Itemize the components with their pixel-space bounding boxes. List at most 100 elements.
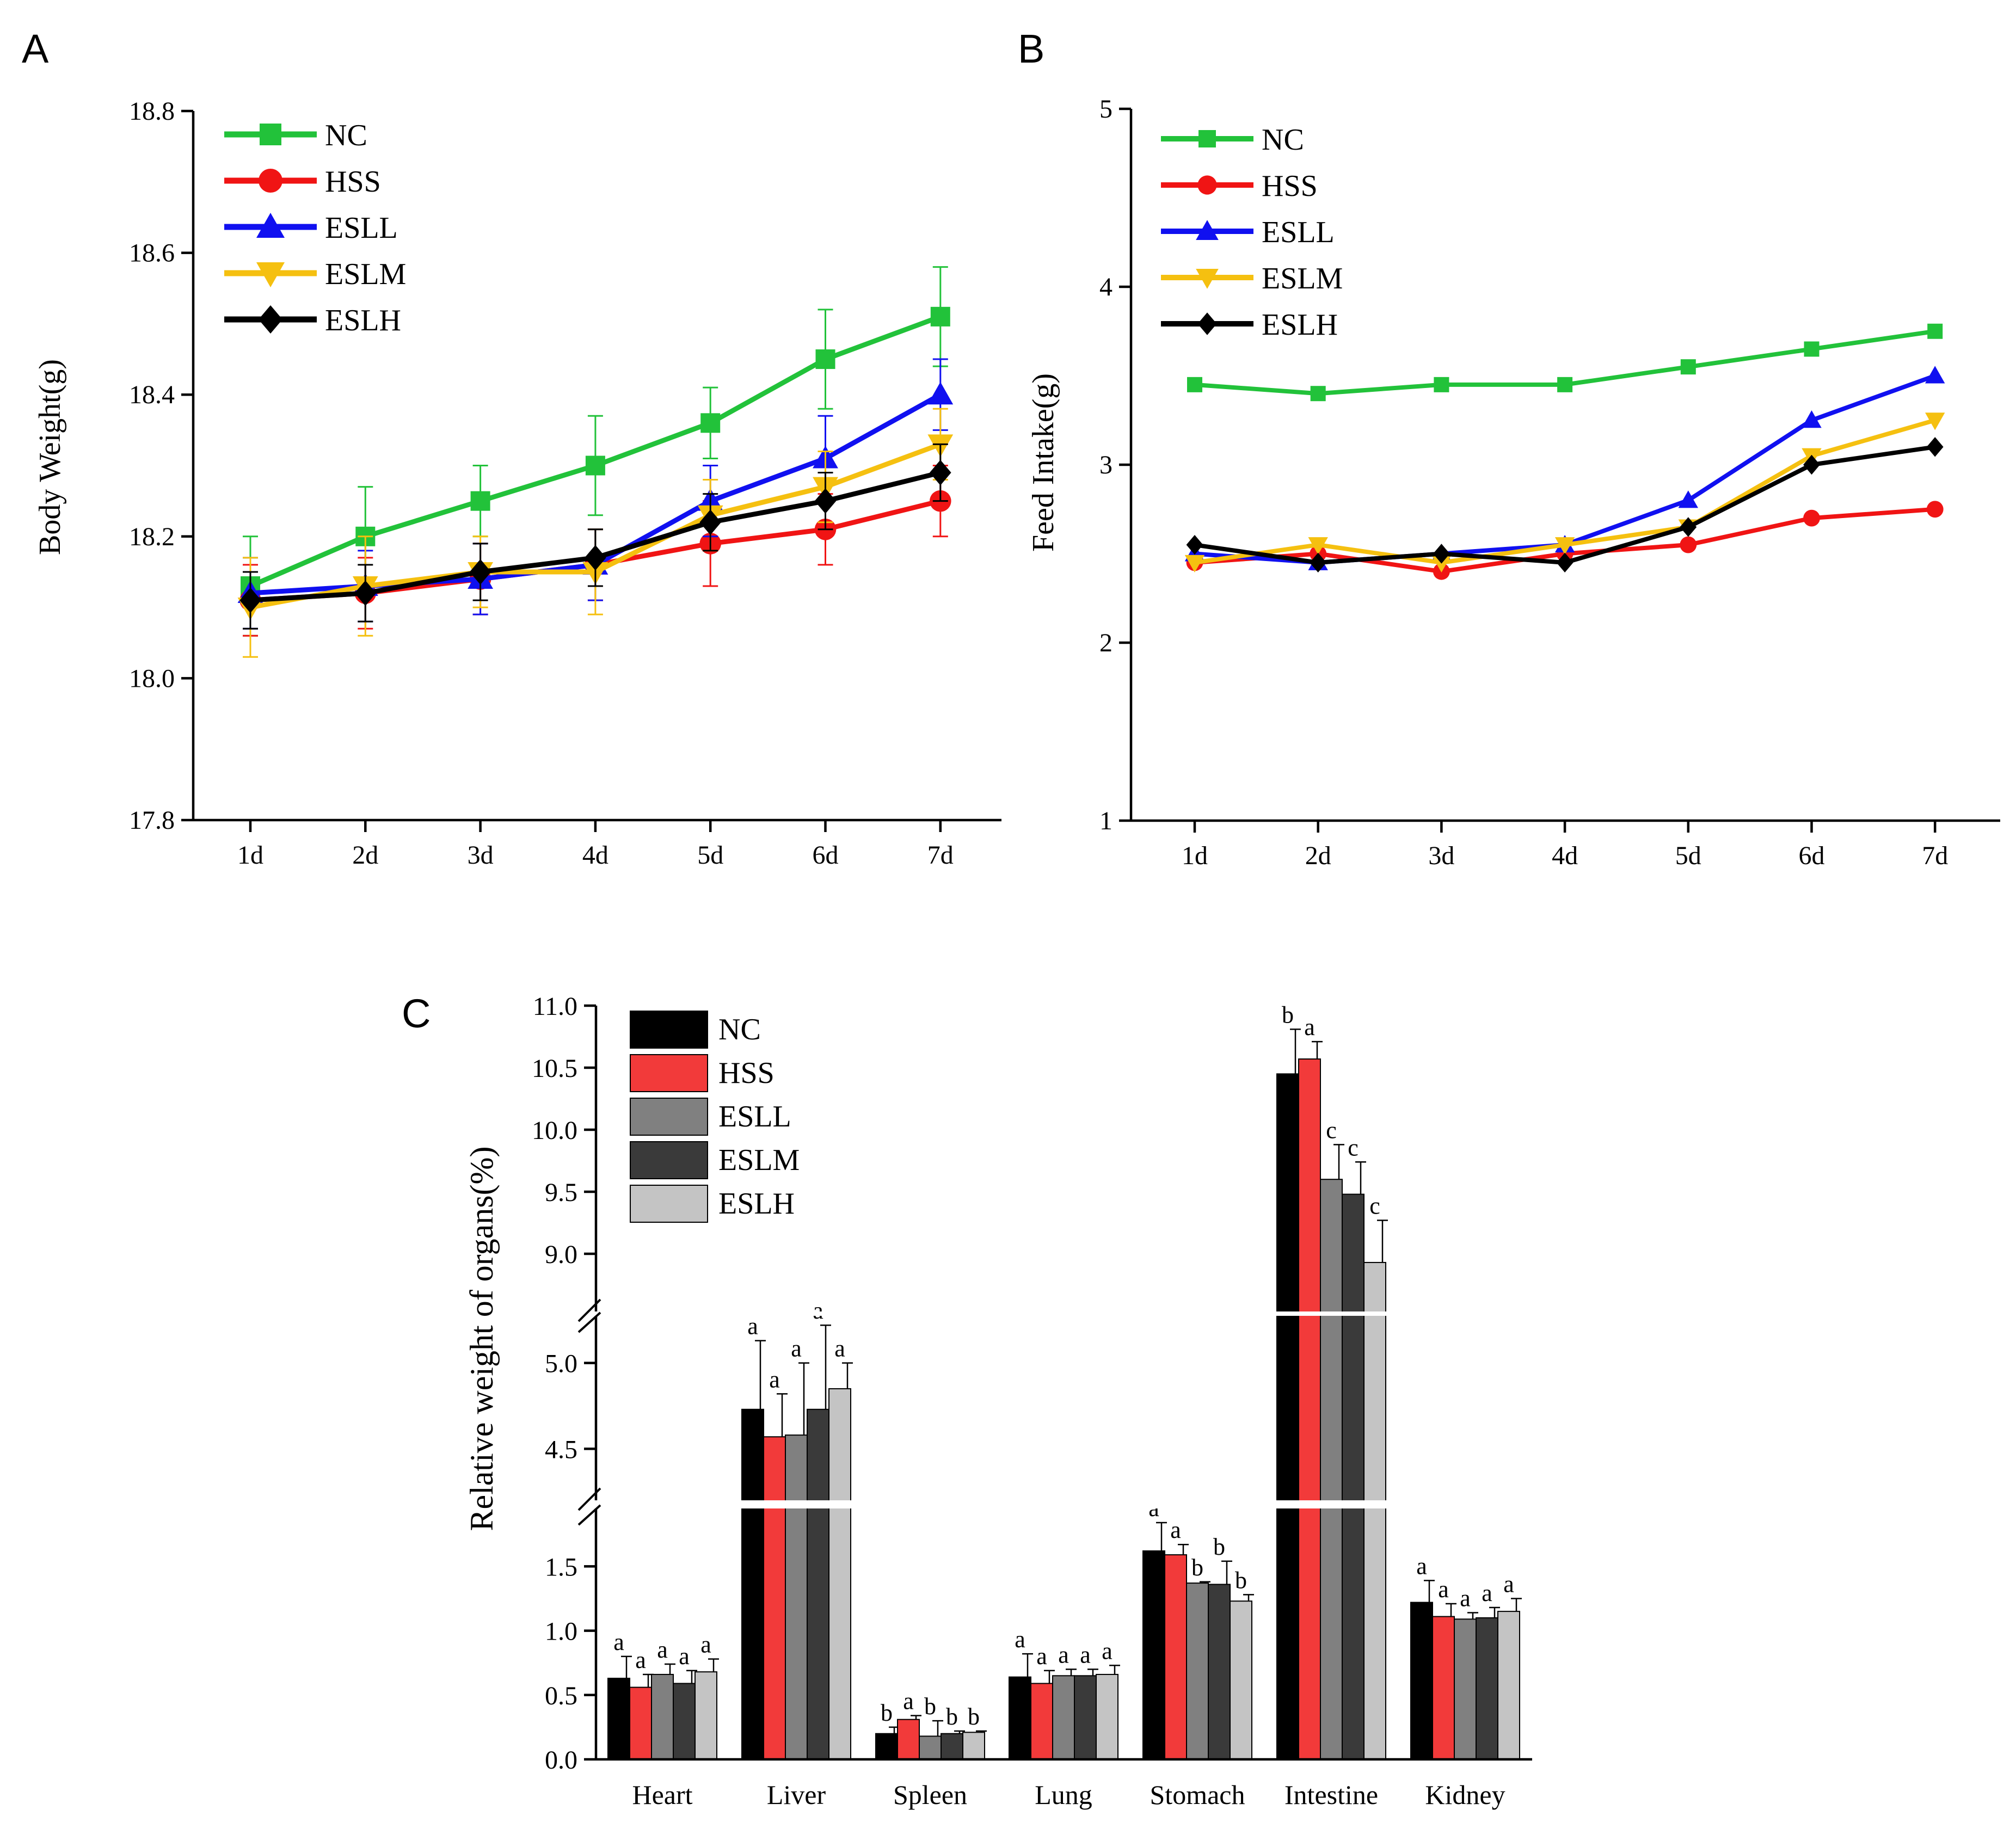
panel-a-axes: 17.8 18.0 18.2 18.4 18.6 18.8 1d 2d 3d 4d 5d 6d 7d (129, 97, 1001, 870)
panel-b-point-eslh (1680, 517, 1697, 537)
panel-a-x-tick-label: 6d (813, 841, 839, 870)
panel-a-series (237, 266, 954, 658)
bar-eslh (694, 1671, 717, 1760)
panel-c-y-tick-label: 5.0 (545, 1350, 577, 1378)
bar-nc (1410, 1602, 1433, 1760)
significance-letter-nc: b (1282, 1001, 1294, 1028)
significance-letter-nc: a (613, 1629, 624, 1655)
panel-c-organ-weight-chart: C Relative weight of organs(%) aabaabaaa… (402, 991, 1534, 1810)
panel-a-y-tick-label: 18.2 (129, 522, 175, 551)
significance-letter-eslh: c (1369, 1192, 1380, 1219)
panel-a-x-tick-label: 7d (927, 841, 954, 870)
bar-esll (1320, 1179, 1343, 1760)
panel-b-point-hss (1803, 509, 1820, 527)
significance-letter-eslh: a (834, 1335, 845, 1362)
panel-a-y-axis-label: Body Weight(g) (33, 359, 67, 555)
panel-b-point-nc (1187, 377, 1202, 392)
significance-letter-esll: b (1191, 1554, 1203, 1581)
panel-a-y-tick-label: 18.6 (129, 239, 175, 268)
panel-b-x-tick-label: 2d (1305, 841, 1331, 870)
panel-c-legend: NC HSS ESLL ESLM ESLH (630, 1011, 800, 1223)
panel-b-point-eslm (1308, 537, 1328, 555)
significance-letter-hss: a (903, 1688, 914, 1715)
bar-esll (651, 1673, 674, 1760)
significance-letter-esll: a (657, 1636, 668, 1663)
panel-b-point-eslm (1554, 537, 1575, 555)
panel-a-legend-marker-eslm (256, 262, 285, 287)
panel-b-feed-intake-chart: B Feed Intake(g) 1 2 3 4 5 1d 2d 3d 4d 5d 6d 7d NC H… (1018, 26, 2000, 870)
panel-b-point-esll (1802, 410, 1822, 428)
panel-c-legend-label-eslm: ESLM (718, 1143, 800, 1177)
panel-b-point-nc (1434, 377, 1449, 392)
panel-b-point-eslh (1433, 544, 1450, 564)
panel-c-y-tick-label: 1.0 (545, 1617, 577, 1646)
axis-break-mark (577, 1298, 601, 1322)
bar-hss (897, 1719, 920, 1760)
bar-nc (607, 1678, 630, 1760)
panel-c-legend-label-nc: NC (718, 1013, 761, 1046)
panel-c-category-label: Intestine (1284, 1779, 1378, 1810)
panel-b-legend-marker-nc (1198, 130, 1216, 147)
panel-b-point-eslh (1186, 534, 1203, 555)
panel-b-point-eslm (1431, 555, 1452, 573)
panel-a-point-eslh (239, 587, 261, 613)
panel-b-legend-label-eslh: ESLH (1262, 308, 1338, 342)
bar-eslh (1096, 1673, 1118, 1760)
panel-c-category-label: Spleen (893, 1779, 967, 1810)
bar-esll (1186, 1582, 1209, 1760)
bar-esll (785, 1434, 808, 1760)
panel-b-point-eslh (1926, 437, 1944, 457)
panel-b-point-eslm (1184, 555, 1205, 573)
significance-letter-eslm: a (1080, 1642, 1091, 1668)
bar-eslh (1363, 1261, 1386, 1760)
significance-letter-esll: c (1326, 1117, 1337, 1143)
axis-break-mark (577, 1311, 601, 1333)
panel-c-legend-swatch-nc (630, 1011, 708, 1049)
bar-eslh (1497, 1611, 1520, 1760)
significance-letter-hss: a (635, 1647, 646, 1673)
panel-c-bars: aabaabaaaaaaaaaababcaaababcaaababca (598, 1001, 1534, 1760)
panel-a-point-nc (470, 491, 490, 511)
axis-break-gap (598, 1311, 1534, 1316)
panel-a-legend-label-eslh: ESLH (325, 304, 401, 337)
bar-eslm (1074, 1675, 1097, 1760)
significance-letter-eslm: b (1213, 1534, 1225, 1560)
panel-a-legend-label-hss: HSS (325, 165, 381, 199)
bar-hss (1164, 1554, 1187, 1760)
panel-b-y-tick-label: 3 (1099, 451, 1113, 479)
panel-b-legend: NC HSS ESLL ESLM ESLH (1161, 123, 1343, 342)
panel-a-point-eslh (930, 460, 951, 485)
panel-b-point-esll (1925, 366, 1945, 384)
panel-b-series (1184, 323, 1945, 580)
significance-letter-eslh: b (1235, 1567, 1247, 1593)
panel-c-y-tick-label: 1.5 (545, 1553, 577, 1581)
panel-b-y-tick-label: 1 (1099, 806, 1113, 835)
panel-a-legend-marker-esll (256, 213, 285, 238)
significance-letter-nc: a (1416, 1553, 1427, 1579)
panel-a-point-eslh (354, 580, 377, 606)
panel-b-axes: 1 2 3 4 5 1d 2d 3d 4d 5d 6d 7d (1099, 95, 2000, 870)
panel-c-legend-label-hss: HSS (718, 1056, 775, 1090)
bar-eslm (807, 1408, 829, 1760)
significance-letter-eslh: a (1102, 1637, 1113, 1664)
panel-b-x-tick-label: 7d (1922, 841, 1948, 870)
significance-letter-eslm: b (946, 1703, 958, 1730)
panel-a-x-tick-label: 4d (582, 841, 609, 870)
panel-c-y-axis-label: Relative weight of organs(%) (464, 1146, 500, 1531)
significance-letter-hss: a (1304, 1014, 1315, 1040)
panel-b-point-esll (1678, 490, 1698, 508)
panel-a-legend-marker-hss (259, 169, 282, 193)
panel-c-category-label: Kidney (1425, 1779, 1505, 1810)
panel-a-legend-label-nc: NC (325, 119, 367, 152)
significance-letter-hss: a (1036, 1643, 1047, 1670)
panel-c-y-tick-label: 0.5 (545, 1682, 577, 1710)
panel-a-point-eslh (699, 509, 721, 535)
significance-letter-eslh: a (1503, 1571, 1514, 1597)
panel-a-x-tick-label: 3d (468, 841, 494, 870)
panel-c-category-label: Liver (767, 1779, 826, 1810)
panel-c-legend-label-eslh: ESLH (718, 1187, 795, 1221)
bar-eslm (1342, 1193, 1365, 1760)
panel-b-legend-label-hss: HSS (1262, 169, 1318, 203)
bar-eslm (673, 1683, 696, 1760)
